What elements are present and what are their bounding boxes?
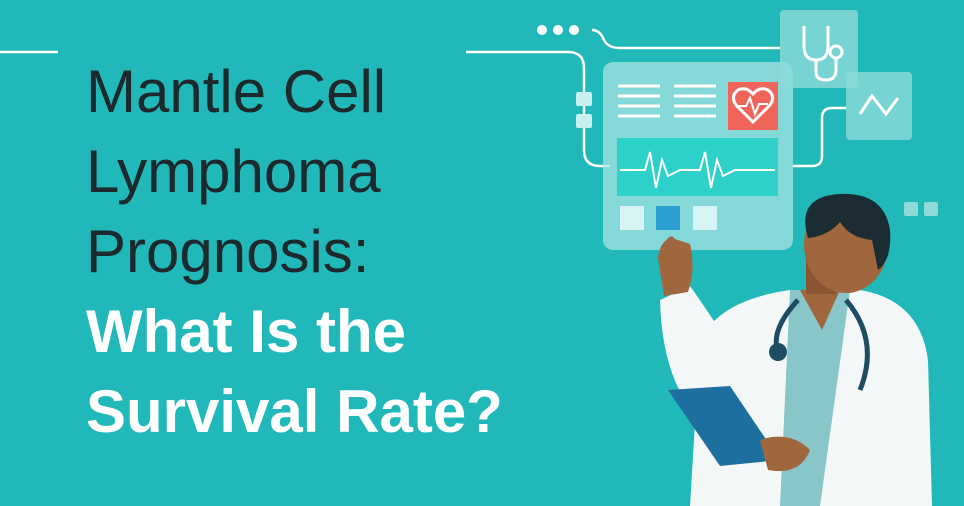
headline-line: Prognosis: xyxy=(86,218,370,285)
headline-line: Lymphoma xyxy=(86,138,381,205)
subheadline-line: What Is the xyxy=(86,298,407,365)
headline: Mantle Cell Lymphoma Prognosis: What Is … xyxy=(86,52,503,452)
subheadline-line: Survival Rate? xyxy=(86,378,503,445)
headline-line: Mantle Cell xyxy=(86,58,387,125)
